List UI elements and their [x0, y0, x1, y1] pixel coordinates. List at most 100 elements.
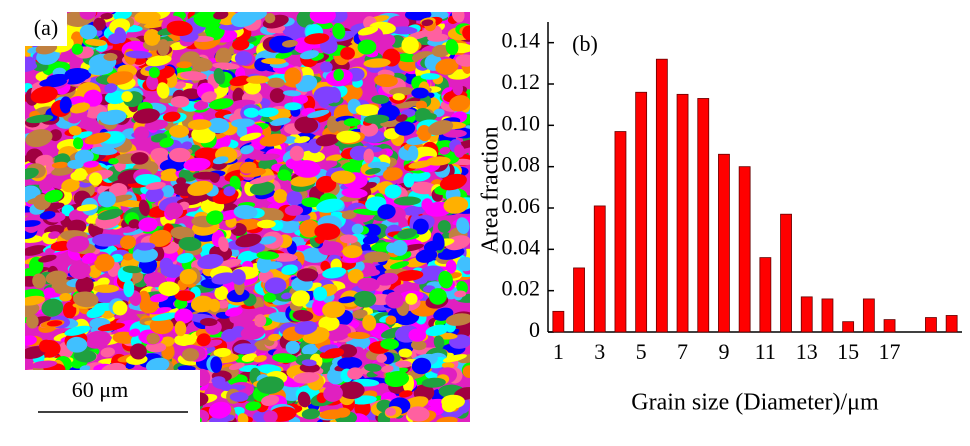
grain	[315, 134, 340, 147]
grain	[406, 406, 430, 422]
grain	[158, 281, 180, 296]
grain	[441, 394, 465, 409]
grain	[32, 273, 46, 289]
grain	[104, 83, 118, 94]
grain	[244, 12, 267, 21]
grain	[330, 170, 356, 184]
grain	[395, 270, 424, 282]
grain	[456, 217, 470, 235]
grain	[225, 307, 243, 317]
grain	[315, 175, 337, 193]
grain	[292, 309, 314, 322]
grain	[196, 333, 211, 347]
grain	[66, 336, 88, 353]
grain	[384, 184, 402, 199]
grain	[179, 268, 198, 285]
grain	[353, 290, 377, 308]
grain	[214, 285, 229, 301]
grain	[403, 205, 426, 216]
grain	[403, 172, 415, 188]
y-axis-label: Area fraction	[478, 126, 504, 253]
grain	[323, 385, 343, 402]
panel-a-label: (a)	[34, 15, 58, 40]
grain	[401, 36, 419, 55]
grain	[173, 334, 197, 347]
grain	[391, 239, 408, 256]
grain	[211, 272, 236, 285]
grain	[211, 376, 226, 385]
grain	[25, 335, 37, 346]
grain	[176, 252, 194, 264]
x-tick-label: 7	[677, 339, 688, 364]
grain	[30, 86, 58, 104]
grain	[215, 47, 232, 65]
grain	[83, 160, 99, 168]
grain	[223, 186, 236, 197]
y-tick-label: 0.04	[502, 234, 541, 259]
y-tick-label: 0	[529, 317, 540, 342]
grain	[100, 12, 113, 20]
bar	[780, 213, 792, 333]
grain	[128, 219, 140, 229]
grain	[445, 259, 457, 274]
grain	[207, 117, 230, 134]
grain	[301, 197, 322, 208]
grain	[395, 360, 412, 368]
grain	[304, 33, 330, 45]
grain	[449, 95, 470, 112]
grain	[343, 118, 361, 127]
grain	[339, 234, 358, 244]
bar	[573, 267, 585, 333]
grain	[365, 167, 381, 175]
grain	[258, 107, 279, 118]
grain	[233, 204, 258, 220]
grain	[457, 256, 470, 272]
grain	[39, 210, 56, 220]
grain	[170, 95, 190, 108]
grain	[150, 147, 170, 163]
grain	[332, 22, 346, 40]
grain	[93, 17, 106, 31]
grain	[289, 145, 305, 161]
grain	[136, 242, 156, 251]
grain	[337, 356, 363, 370]
grain	[73, 291, 99, 308]
grain	[277, 217, 300, 234]
grain	[208, 98, 234, 110]
grain	[191, 57, 213, 72]
grain	[445, 313, 470, 326]
grain	[26, 314, 39, 329]
grain	[71, 31, 84, 47]
grain	[232, 38, 250, 51]
grain	[294, 320, 318, 335]
grain	[285, 340, 300, 354]
grain	[108, 158, 119, 165]
grain	[243, 80, 262, 95]
grain	[84, 330, 112, 349]
grain	[64, 325, 91, 336]
grain	[398, 390, 413, 398]
grain	[411, 87, 429, 99]
grain	[427, 33, 449, 42]
grain	[431, 44, 450, 58]
bar	[614, 131, 627, 333]
grain	[156, 82, 170, 99]
grain	[455, 54, 470, 67]
y-tick-label: 0.02	[502, 276, 541, 301]
grain	[187, 180, 214, 196]
grain	[174, 320, 187, 337]
grain	[148, 67, 160, 78]
grain	[233, 343, 257, 355]
bar	[883, 319, 896, 333]
grain	[437, 246, 465, 260]
grain	[132, 247, 158, 263]
grain	[159, 257, 174, 273]
label-box	[25, 12, 67, 46]
grain	[90, 146, 118, 156]
grain	[212, 156, 229, 165]
grain	[270, 117, 291, 126]
grain	[412, 218, 429, 235]
grain	[149, 317, 174, 335]
grain	[99, 109, 127, 125]
grain	[436, 416, 458, 422]
